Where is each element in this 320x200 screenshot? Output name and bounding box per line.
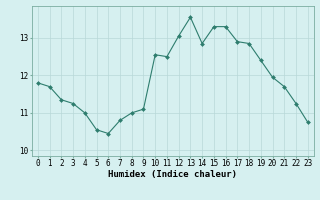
X-axis label: Humidex (Indice chaleur): Humidex (Indice chaleur) [108,170,237,179]
